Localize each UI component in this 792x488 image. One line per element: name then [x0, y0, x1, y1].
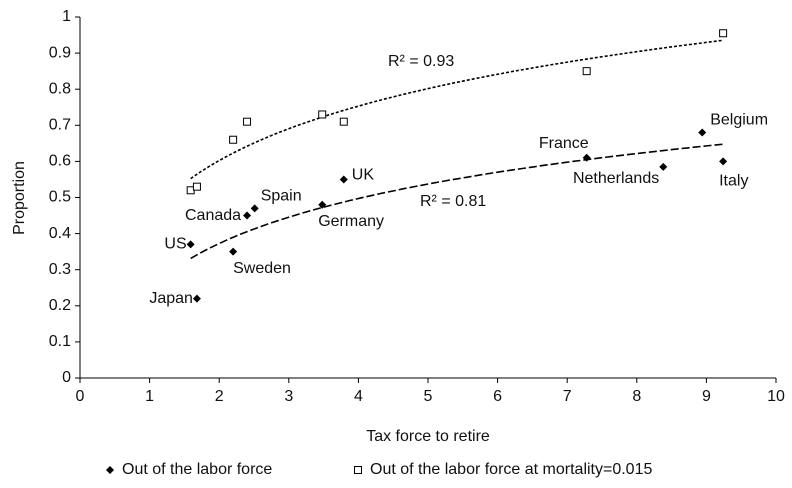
data-point: [659, 162, 668, 171]
data-point: [243, 117, 252, 126]
y-tick-label: 0.5: [49, 189, 71, 206]
trendline: [190, 143, 724, 260]
x-tick-label: 2: [215, 388, 224, 405]
data-point: [192, 294, 201, 303]
x-tick-label: 0: [76, 388, 85, 405]
data-point: [318, 110, 327, 119]
data-point: [243, 211, 252, 220]
legend-label: Out of the labor force at mortality=0.01…: [370, 461, 652, 478]
x-tick-label: 3: [284, 388, 293, 405]
y-tick-label: 0.3: [49, 261, 71, 278]
y-tick-label: 0.2: [49, 297, 71, 314]
y-tick-label: 0.9: [49, 44, 71, 61]
data-point: [582, 67, 591, 76]
data-point: [229, 135, 238, 144]
data-point: [192, 182, 201, 191]
x-tick-label: 1: [145, 388, 154, 405]
legend-label: Out of the labor force: [122, 461, 272, 478]
point-label: Germany: [318, 213, 384, 230]
point-label: US: [164, 236, 186, 253]
data-point: [339, 117, 348, 126]
trendline: [190, 39, 724, 180]
y-axis-title: Proportion: [11, 161, 28, 235]
y-tick-label: 0.6: [49, 153, 71, 170]
y-tick-label: 0: [62, 369, 71, 386]
point-label: Netherlands: [573, 170, 659, 187]
x-axis-title: Tax force to retire: [366, 428, 490, 445]
point-label: UK: [352, 167, 375, 184]
point-label: France: [539, 135, 589, 152]
point-label: Sweden: [233, 260, 291, 277]
y-tick-label: 0.7: [49, 117, 71, 134]
data-point: [250, 204, 259, 213]
r-squared: R² = 0.81: [420, 193, 486, 210]
data-point: [186, 240, 195, 249]
x-tick-label: 9: [702, 388, 711, 405]
x-tick-label: 10: [767, 388, 785, 405]
x-tick-label: 4: [354, 388, 363, 405]
y-tick-label: 0.4: [49, 225, 71, 242]
point-label: Japan: [149, 290, 193, 307]
x-tick-label: 7: [563, 388, 572, 405]
legend-marker: [106, 466, 114, 474]
data-point: [229, 247, 238, 256]
y-tick-label: 0.8: [49, 80, 71, 97]
point-label: Belgium: [710, 112, 768, 129]
x-tick-label: 6: [493, 388, 502, 405]
point-label: Italy: [719, 173, 748, 190]
r-squared: R² = 0.93: [388, 53, 454, 70]
x-tick-label: 8: [632, 388, 641, 405]
data-point: [582, 153, 591, 162]
y-tick-label: 0.1: [49, 333, 71, 350]
y-tick-label: 1: [62, 8, 71, 25]
point-label: Spain: [261, 188, 302, 205]
data-point: [719, 157, 728, 166]
legend-marker: [354, 466, 362, 474]
point-label: Canada: [185, 207, 241, 224]
x-tick-label: 5: [424, 388, 433, 405]
data-point: [719, 29, 728, 38]
data-point: [698, 128, 707, 137]
data-point: [339, 175, 348, 184]
data-point: [318, 200, 327, 209]
